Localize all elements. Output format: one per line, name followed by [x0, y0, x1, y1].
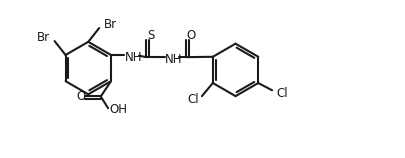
Text: Br: Br [104, 18, 117, 31]
Text: Cl: Cl [276, 87, 288, 100]
Text: Br: Br [36, 31, 49, 44]
Text: O: O [76, 90, 85, 103]
Text: O: O [186, 29, 196, 42]
Text: Cl: Cl [187, 93, 198, 106]
Text: NH: NH [164, 53, 181, 66]
Text: S: S [147, 29, 155, 42]
Text: NH: NH [124, 51, 142, 64]
Text: OH: OH [109, 103, 127, 116]
